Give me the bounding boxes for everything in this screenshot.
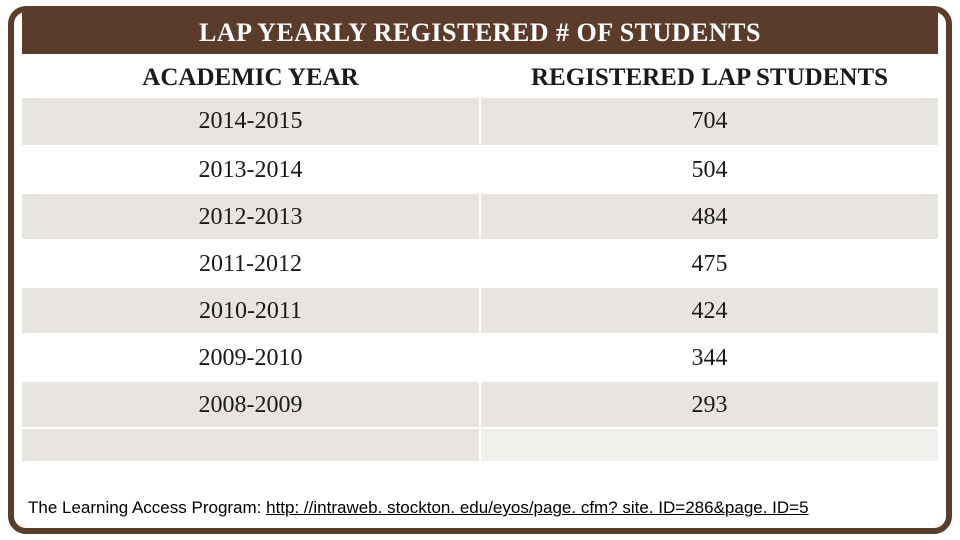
cell-students: 704 xyxy=(479,98,938,145)
cell-year: 2010-2011 xyxy=(22,288,479,333)
cell-year: 2009-2010 xyxy=(22,335,479,380)
table-title: LAP YEARLY REGISTERED # OF STUDENTS xyxy=(22,12,938,54)
footer-label: The Learning Access Program: xyxy=(28,498,266,517)
cell-students: 475 xyxy=(479,241,938,286)
cell-students: 504 xyxy=(479,147,938,192)
cell-students: 344 xyxy=(479,335,938,380)
cell-year: 2012-2013 xyxy=(22,194,479,239)
cell-students: 484 xyxy=(479,194,938,239)
table-row: 2008-2009 293 xyxy=(22,380,938,427)
cell-year: 2013-2014 xyxy=(22,147,479,192)
table-empty-row xyxy=(22,427,938,461)
table-row: 2012-2013 484 xyxy=(22,192,938,239)
col-header-academic-year: ACADEMIC YEAR xyxy=(22,54,479,98)
table-row: 2009-2010 344 xyxy=(22,333,938,380)
table-row: 2011-2012 475 xyxy=(22,239,938,286)
footer-citation: The Learning Access Program: http: //int… xyxy=(28,498,932,518)
cell-students: 293 xyxy=(479,382,938,427)
slide-frame: LAP YEARLY REGISTERED # OF STUDENTS ACAD… xyxy=(8,6,952,534)
table-row: 2010-2011 424 xyxy=(22,286,938,333)
table-header-row: ACADEMIC YEAR REGISTERED LAP STUDENTS xyxy=(22,54,938,98)
cell-students: 424 xyxy=(479,288,938,333)
cell-year: 2011-2012 xyxy=(22,241,479,286)
empty-cell xyxy=(22,429,479,461)
cell-year: 2014-2015 xyxy=(22,98,479,145)
table-body: 2014-2015 704 2013-2014 504 2012-2013 48… xyxy=(22,98,938,427)
footer-link[interactable]: http: //intraweb. stockton. edu/eyos/pag… xyxy=(266,498,808,517)
table-row: 2014-2015 704 xyxy=(22,98,938,145)
col-header-registered-students: REGISTERED LAP STUDENTS xyxy=(479,54,938,98)
table-row: 2013-2014 504 xyxy=(22,145,938,192)
cell-year: 2008-2009 xyxy=(22,382,479,427)
content-area: LAP YEARLY REGISTERED # OF STUDENTS ACAD… xyxy=(14,12,946,528)
empty-cell xyxy=(479,429,938,461)
